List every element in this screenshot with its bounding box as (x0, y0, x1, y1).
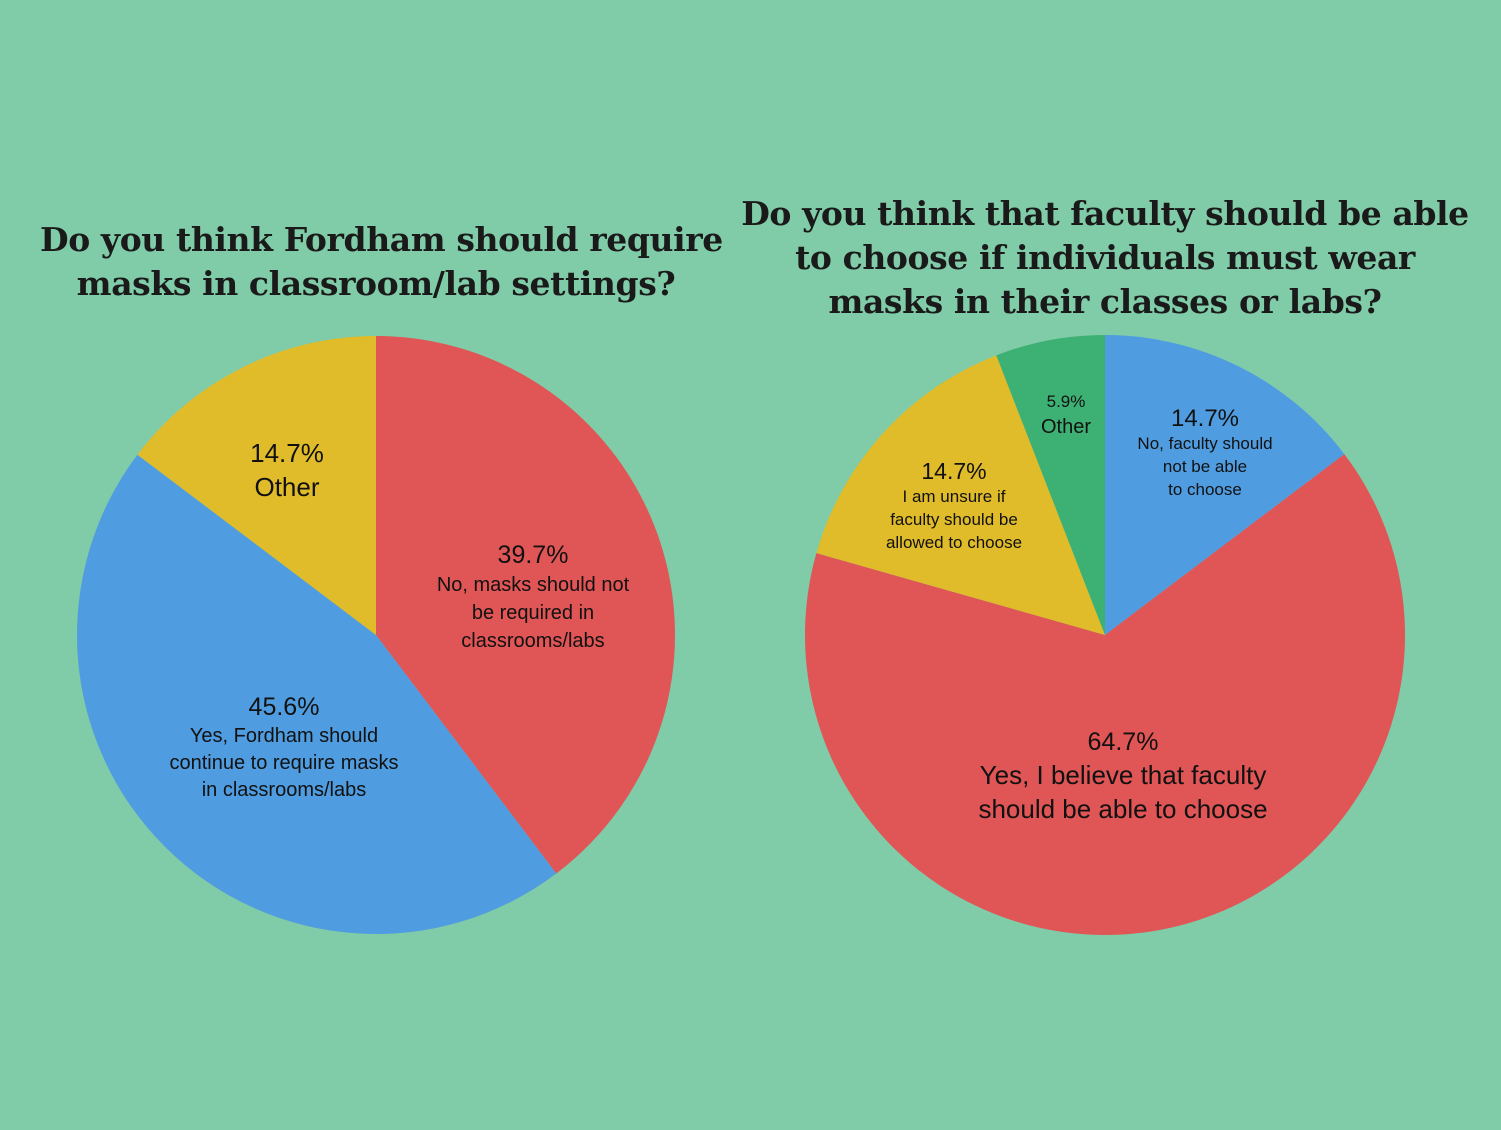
chart-title-left: Do you think Fordham should require mask… (40, 218, 723, 306)
slice-category-label: Other (254, 472, 319, 502)
slice-category-label: classrooms/labs (461, 630, 604, 652)
slice-label-group: 39.7% No, masks should not be required in c… (437, 541, 630, 652)
pie-slice (137, 336, 376, 635)
slice-percent-label: 39.7% (498, 541, 569, 569)
chart-title-line: Do you think that faculty should be able (741, 194, 1469, 233)
chart-title-line: masks in their classes or labs? (828, 282, 1382, 321)
chart-title-line: to choose if individuals must wear (795, 238, 1415, 277)
chart-title-right: Do you think that faculty should be able… (740, 192, 1470, 324)
pie-slice (376, 336, 675, 874)
slice-category-label: be required in (472, 602, 594, 624)
slice-label-group: 45.6% Yes, Fordham should continue to requ… (169, 693, 398, 801)
slice-category-label: Yes, Fordham should (190, 725, 378, 747)
slice-category-label: in classrooms/labs (202, 779, 367, 801)
slice-category-label: No, masks should not (437, 574, 630, 596)
pie-slice (76, 454, 557, 935)
slice-label-group: 14.7% Other (250, 438, 324, 502)
chart-title-line: Do you think Fordham should require (40, 220, 723, 259)
slice-percent-label: 45.6% (249, 693, 320, 721)
slice-percent-label: 14.7% (250, 438, 324, 468)
slice-category-label: continue to require masks (169, 752, 398, 774)
chart-title-line: masks in classroom/lab settings? (76, 264, 676, 303)
